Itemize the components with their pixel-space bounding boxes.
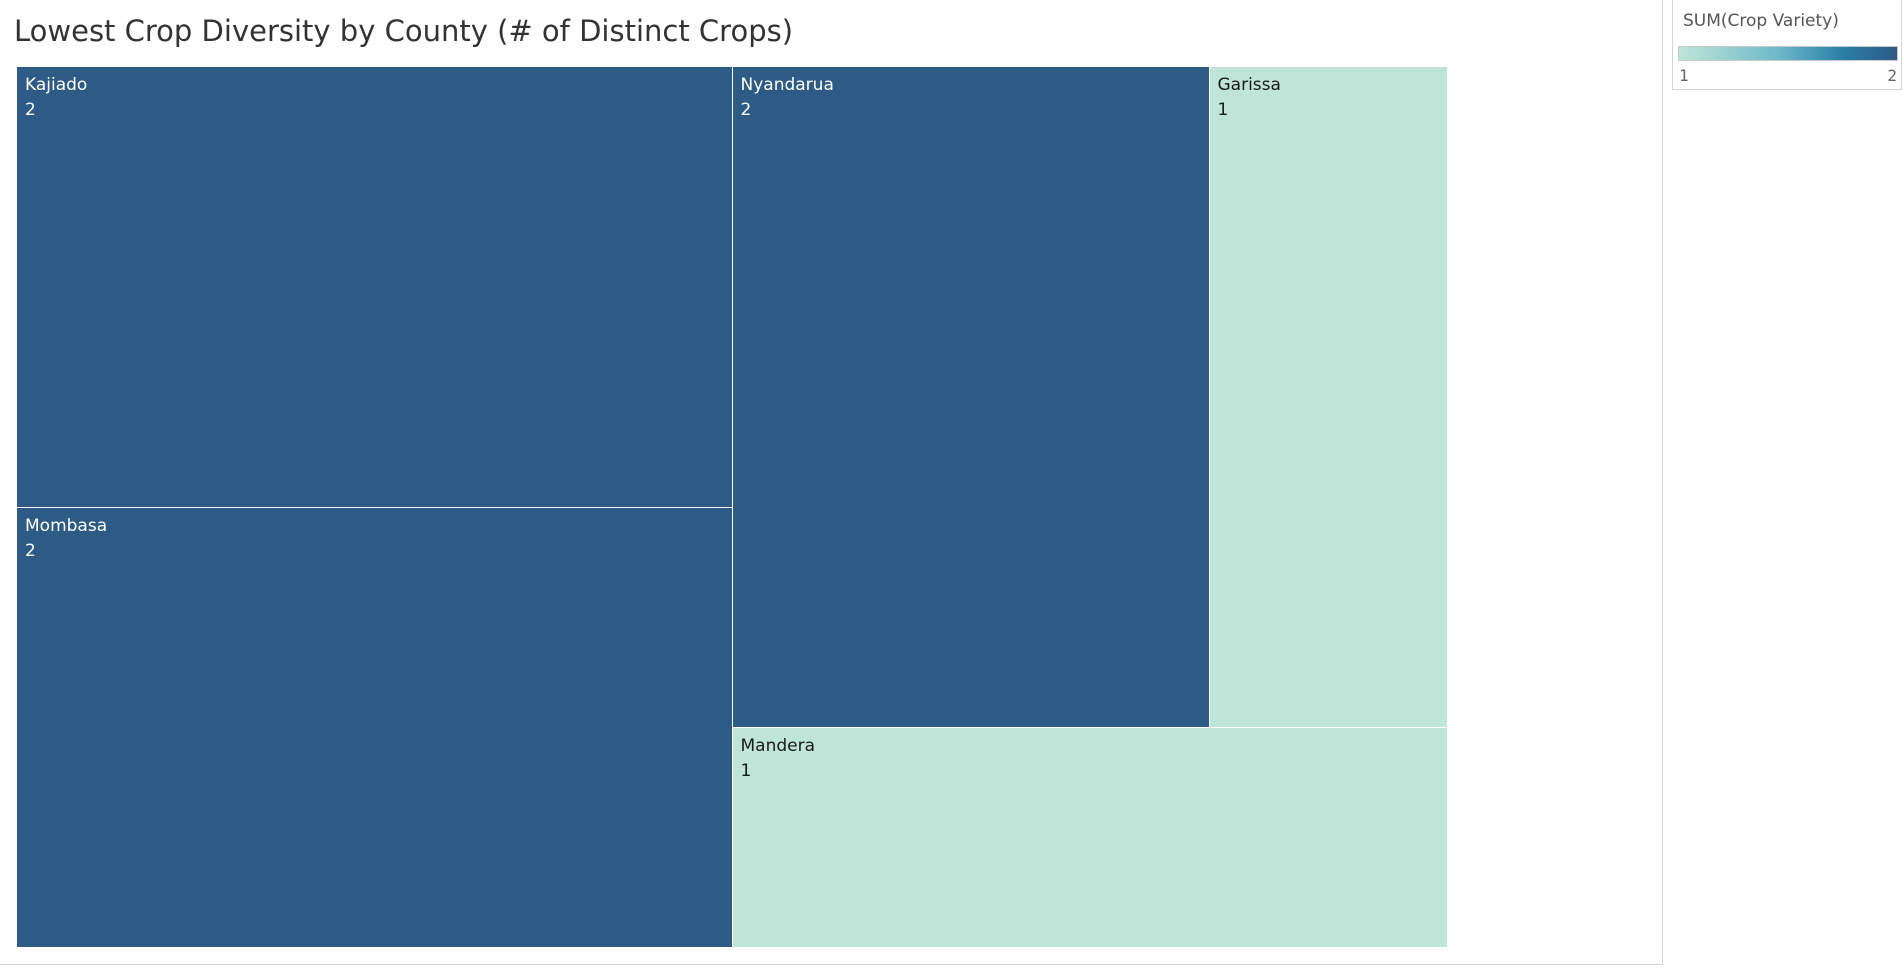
- chart-title: Lowest Crop Diversity by County (# of Di…: [14, 14, 794, 48]
- legend-color-ramp: [1678, 46, 1898, 61]
- treemap-tile-kajiado[interactable]: Kajiado 2: [17, 67, 733, 508]
- treemap-tile-garissa[interactable]: Garissa 1: [1209, 67, 1448, 728]
- tile-value-garissa: 1: [1217, 100, 1229, 120]
- viz-frame: Lowest Crop Diversity by County (# of Di…: [0, 0, 1663, 965]
- legend-max-label: 2: [1887, 66, 1897, 85]
- tile-label-nyandarua: Nyandarua: [740, 75, 834, 95]
- legend-min-label: 1: [1679, 66, 1689, 85]
- treemap-tile-nyandarua[interactable]: Nyandarua 2: [732, 67, 1210, 728]
- tile-value-kajiado: 2: [25, 100, 36, 120]
- tile-value-mombasa: 2: [25, 540, 36, 561]
- treemap-tile-mombasa[interactable]: Mombasa 2: [17, 507, 733, 948]
- tile-label-kajiado: Kajiado: [25, 75, 88, 95]
- tile-label-mombasa: Mombasa: [25, 515, 108, 536]
- tile-value-nyandarua: 2: [740, 100, 752, 120]
- tile-label-garissa: Garissa: [1217, 75, 1281, 95]
- treemap-tile-mandera[interactable]: Mandera 1: [732, 727, 1448, 948]
- treemap: Kajiado 2 Mombasa 2 Nyandarua 2 Garissa 1 Mander…: [17, 67, 1448, 948]
- tile-value-mandera: 1: [740, 760, 752, 781]
- legend-title: SUM(Crop Variety): [1683, 11, 1839, 31]
- color-legend: SUM(Crop Variety) 1 2: [1672, 0, 1902, 90]
- tile-label-mandera: Mandera: [740, 735, 816, 756]
